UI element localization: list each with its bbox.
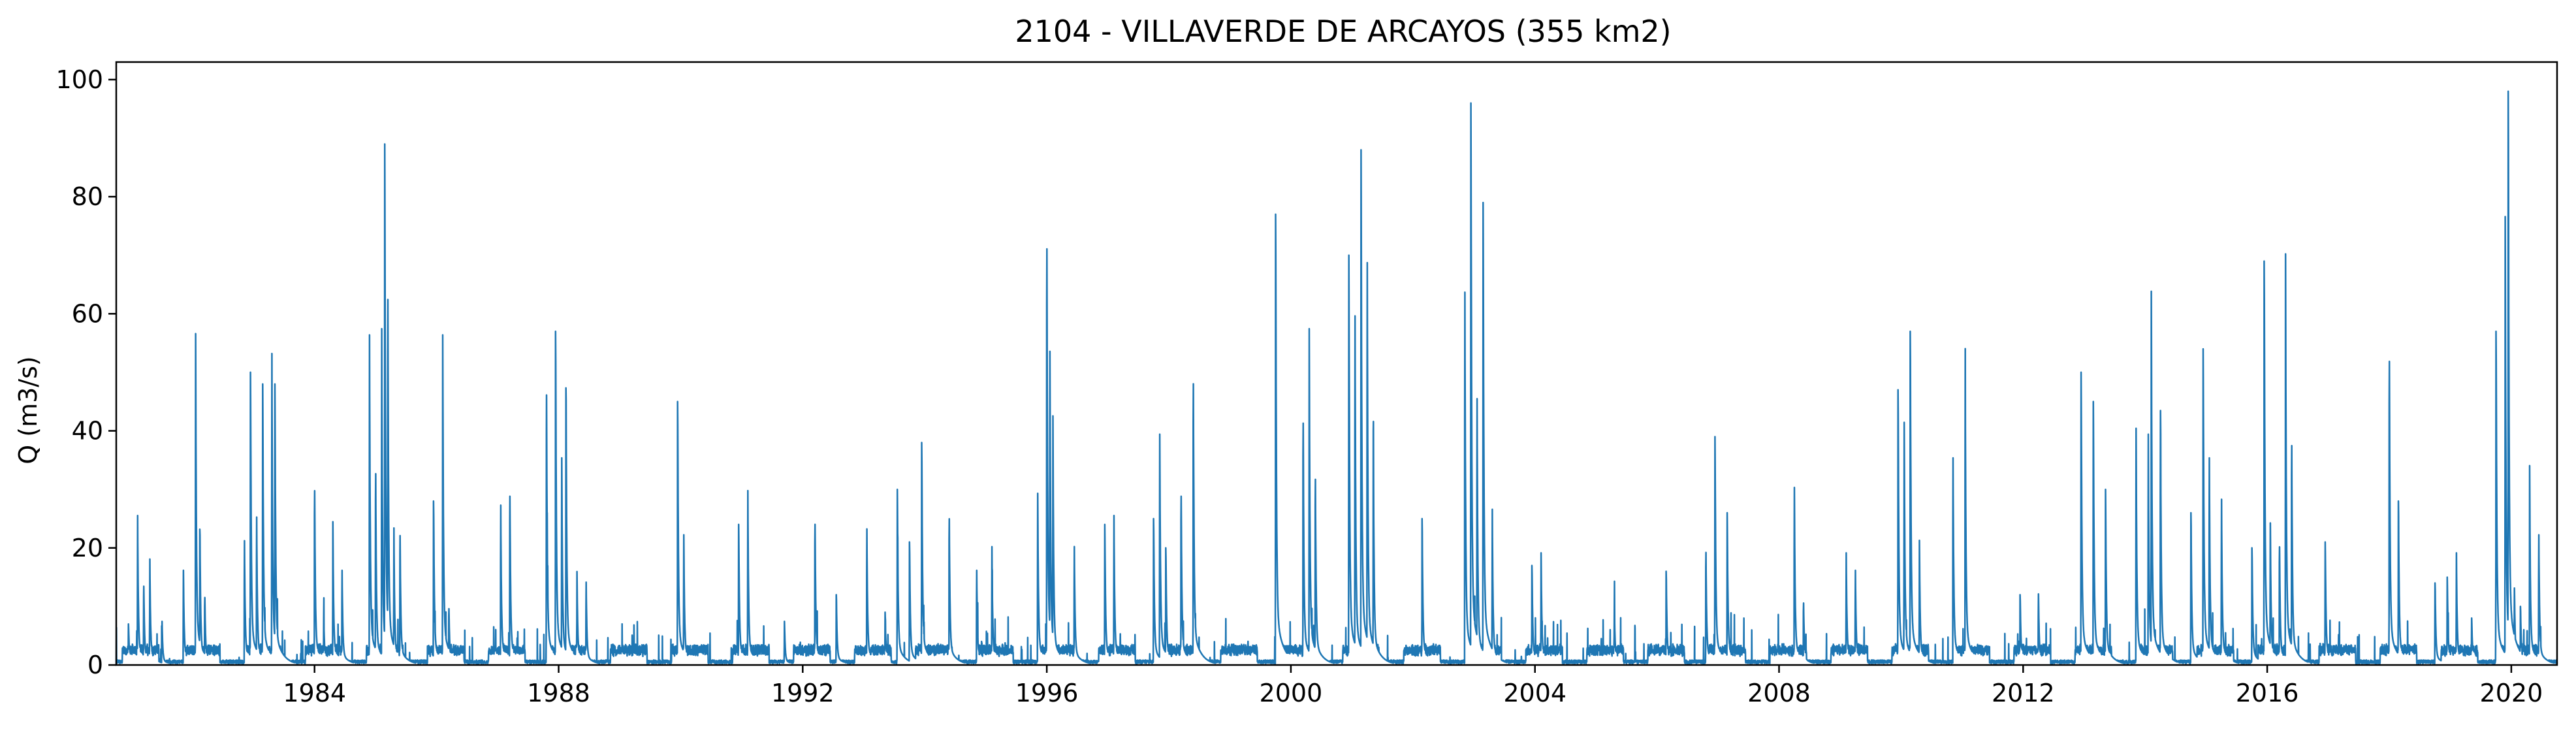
x-tick-label-1996: 1996 bbox=[1015, 679, 1079, 707]
y-tick-label-20: 20 bbox=[72, 534, 103, 562]
y-axis: 0 20 40 60 80 100 bbox=[56, 65, 116, 679]
x-tick-label-2020: 2020 bbox=[2480, 679, 2543, 707]
y-axis-label: Q (m3/s) bbox=[14, 356, 42, 464]
y-tick-label-100: 100 bbox=[56, 65, 103, 94]
x-tick-label-2000: 2000 bbox=[1260, 679, 1323, 707]
x-tick-label-1992: 1992 bbox=[771, 679, 835, 707]
x-axis: 1984 1988 1992 1996 2000 2004 2008 2012 2016 2020 bbox=[283, 665, 2543, 707]
y-tick-label-0: 0 bbox=[87, 651, 103, 679]
y-tick-label-80: 80 bbox=[72, 182, 103, 211]
plot-frame bbox=[115, 61, 2558, 666]
x-tick-label-2004: 2004 bbox=[1503, 679, 1566, 707]
plot-area bbox=[115, 61, 2558, 666]
x-tick-label-1988: 1988 bbox=[527, 679, 590, 707]
x-tick-label-2008: 2008 bbox=[1747, 679, 1811, 707]
x-tick-label-2016: 2016 bbox=[2236, 679, 2299, 707]
y-tick-label-60: 60 bbox=[72, 299, 103, 328]
series-line-0 bbox=[115, 90, 2558, 665]
y-tick-label-40: 40 bbox=[72, 417, 103, 446]
chart-title: 2104 - VILLAVERDE DE ARCAYOS (355 km2) bbox=[1015, 14, 1671, 49]
series-layer bbox=[115, 90, 2558, 665]
x-tick-label-1984: 1984 bbox=[283, 679, 346, 707]
x-tick-label-2012: 2012 bbox=[1992, 679, 2055, 707]
